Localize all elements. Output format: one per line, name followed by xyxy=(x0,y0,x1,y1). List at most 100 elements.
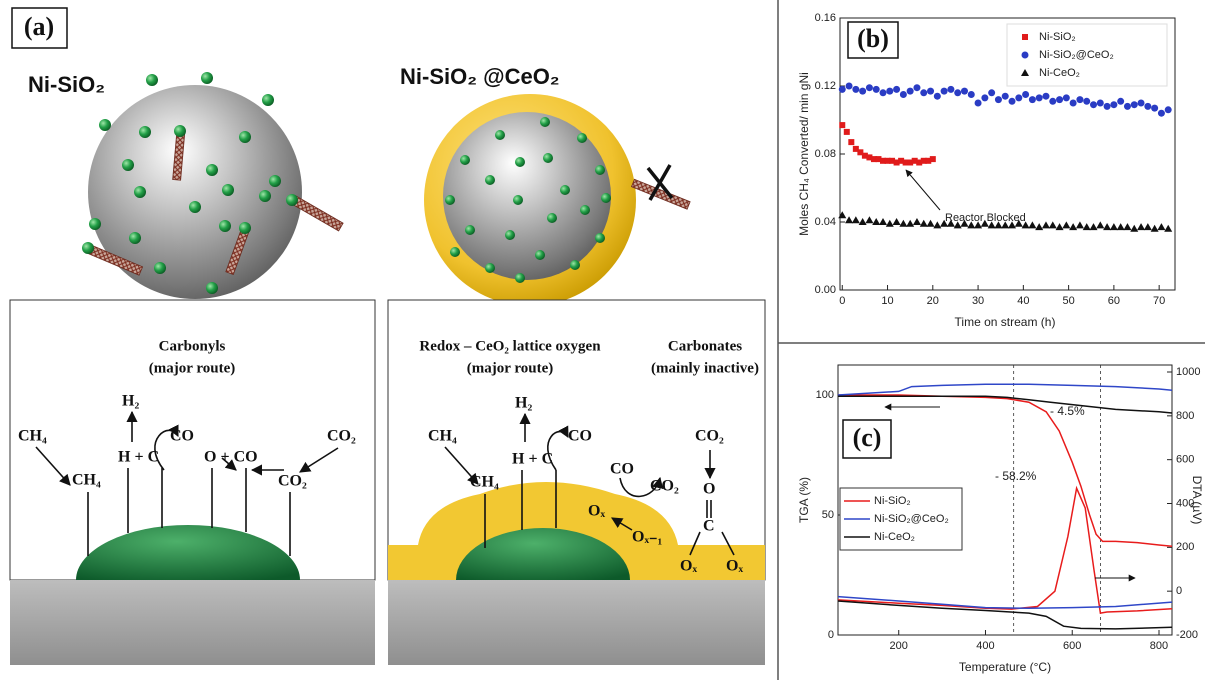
marker xyxy=(946,219,955,227)
y-tick-label: 100 xyxy=(816,389,834,401)
heading: (major route) xyxy=(149,360,236,376)
marker xyxy=(925,157,932,164)
marker xyxy=(1137,223,1146,231)
heading: Carbonates xyxy=(668,338,742,354)
legend-label: Ni-CeO₂ xyxy=(1039,67,1080,79)
y2-axis-label: DTA (µV) xyxy=(1190,476,1204,525)
marker xyxy=(907,159,914,166)
marker xyxy=(1056,96,1064,104)
marker xyxy=(974,221,983,229)
marker xyxy=(839,122,846,129)
marker xyxy=(926,219,935,227)
marker xyxy=(1164,224,1173,232)
marker xyxy=(1109,223,1118,231)
marker xyxy=(1117,97,1125,105)
marker xyxy=(1130,224,1139,232)
legend-label: Ni-CeO₂ xyxy=(874,531,915,543)
marker xyxy=(872,218,881,225)
marker xyxy=(884,157,891,164)
marker xyxy=(1083,97,1091,105)
marker xyxy=(954,89,962,97)
marker xyxy=(857,149,864,156)
y2-tick-label: 200 xyxy=(1176,541,1194,553)
species: CH₄ xyxy=(428,428,457,445)
marker xyxy=(1028,96,1036,104)
series-line xyxy=(838,395,1173,414)
species: Oₓ₋₁ xyxy=(632,529,662,546)
marker xyxy=(1048,221,1057,229)
marker xyxy=(865,84,873,92)
x-tick-label: 0 xyxy=(839,295,845,307)
marker xyxy=(880,157,887,164)
marker xyxy=(1055,223,1064,231)
marker xyxy=(902,159,909,166)
marker xyxy=(911,157,918,164)
marker xyxy=(953,221,962,229)
x-tick-label: 30 xyxy=(972,295,984,307)
marker xyxy=(960,219,969,227)
marker xyxy=(980,219,989,227)
marker xyxy=(1110,101,1118,109)
series-line xyxy=(837,383,1173,396)
marker xyxy=(886,87,894,95)
panel-label-box xyxy=(11,7,68,49)
species: CH₄ xyxy=(18,428,47,445)
marker xyxy=(885,219,894,227)
marker xyxy=(906,219,915,227)
marker xyxy=(1143,223,1152,231)
series-line xyxy=(837,595,1173,610)
marker xyxy=(1103,102,1111,110)
marker xyxy=(1021,51,1029,59)
marker xyxy=(875,156,882,163)
species: Oₓ xyxy=(726,558,743,575)
y-tick-label: 0.08 xyxy=(815,148,836,160)
panel-label: (b) xyxy=(857,24,889,53)
marker xyxy=(1041,221,1050,229)
marker xyxy=(1123,102,1131,110)
marker xyxy=(1123,223,1132,231)
marker xyxy=(1008,221,1017,229)
marker xyxy=(1076,96,1084,104)
legend-label: Ni-SiO₂@CeO₂ xyxy=(1039,49,1114,61)
marker xyxy=(859,87,867,95)
marker xyxy=(1008,97,1016,105)
marker xyxy=(988,89,996,97)
marker xyxy=(940,87,948,95)
marker xyxy=(920,89,928,97)
marker xyxy=(1116,223,1125,231)
species: CO₂ xyxy=(327,428,356,445)
marker xyxy=(960,87,968,95)
marker xyxy=(927,87,935,95)
x-tick-label: 70 xyxy=(1153,295,1165,307)
sphere-ni-sio2-ceo2 xyxy=(424,94,691,306)
marker xyxy=(898,157,905,164)
legend-label: Ni-SiO₂ xyxy=(1039,31,1076,43)
marker xyxy=(1014,219,1023,227)
x-tick-label: 10 xyxy=(881,295,893,307)
marker xyxy=(974,99,982,107)
species: H₂ xyxy=(122,393,139,410)
marker xyxy=(893,159,900,166)
marker xyxy=(1015,94,1023,102)
series-line xyxy=(837,600,1173,630)
heading: (mainly inactive) xyxy=(651,360,759,376)
species: Oₓ xyxy=(680,558,697,575)
mechanism-right: Redox – CeO₂ lattice oxygen (major route… xyxy=(387,299,766,665)
y2-tick-label: 800 xyxy=(1176,410,1194,422)
marker xyxy=(899,91,907,98)
marker xyxy=(981,94,989,102)
species: C xyxy=(703,518,715,535)
series-line xyxy=(838,394,1173,547)
annotation: - 4.5% xyxy=(1050,404,1085,418)
marker xyxy=(1144,102,1152,110)
heading: Redox – CeO₂ lattice oxygen xyxy=(419,338,601,354)
marker xyxy=(916,159,923,166)
marker xyxy=(1075,221,1084,229)
marker xyxy=(845,216,854,224)
marker xyxy=(1069,223,1078,231)
y2-tick-label: 600 xyxy=(1176,454,1194,466)
legend-label: Ni-SiO₂ xyxy=(874,495,911,507)
marker xyxy=(1001,221,1010,229)
marker xyxy=(843,128,850,135)
